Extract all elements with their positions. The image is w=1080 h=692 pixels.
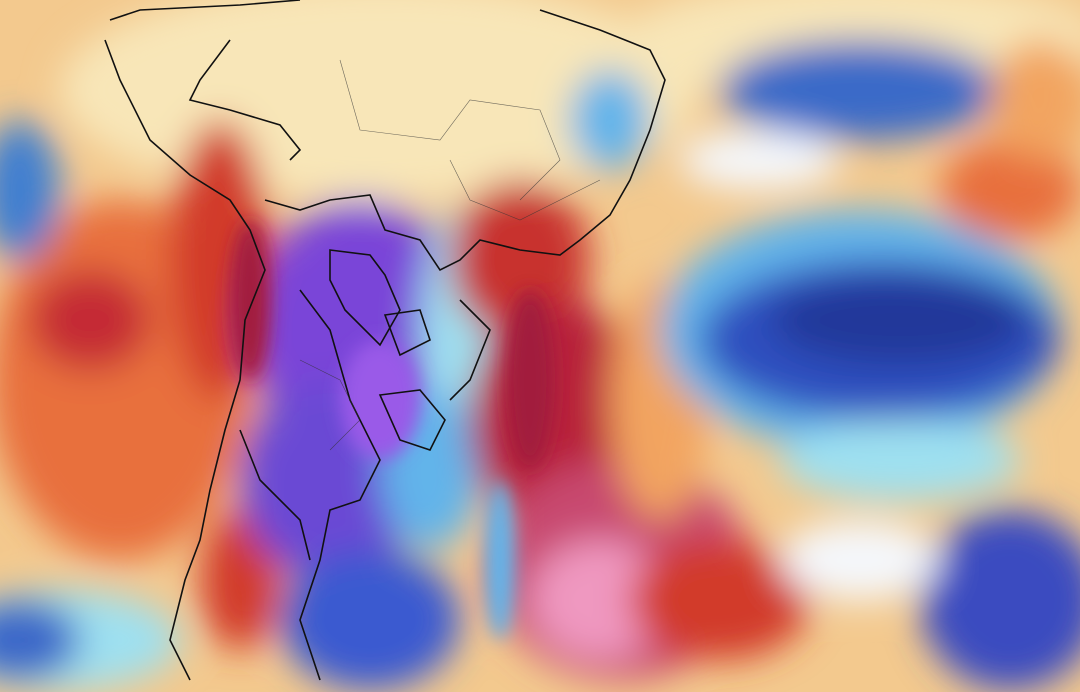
detail-field	[230, 220, 555, 640]
country-borders	[104, 0, 666, 681]
state-borders	[299, 59, 601, 451]
